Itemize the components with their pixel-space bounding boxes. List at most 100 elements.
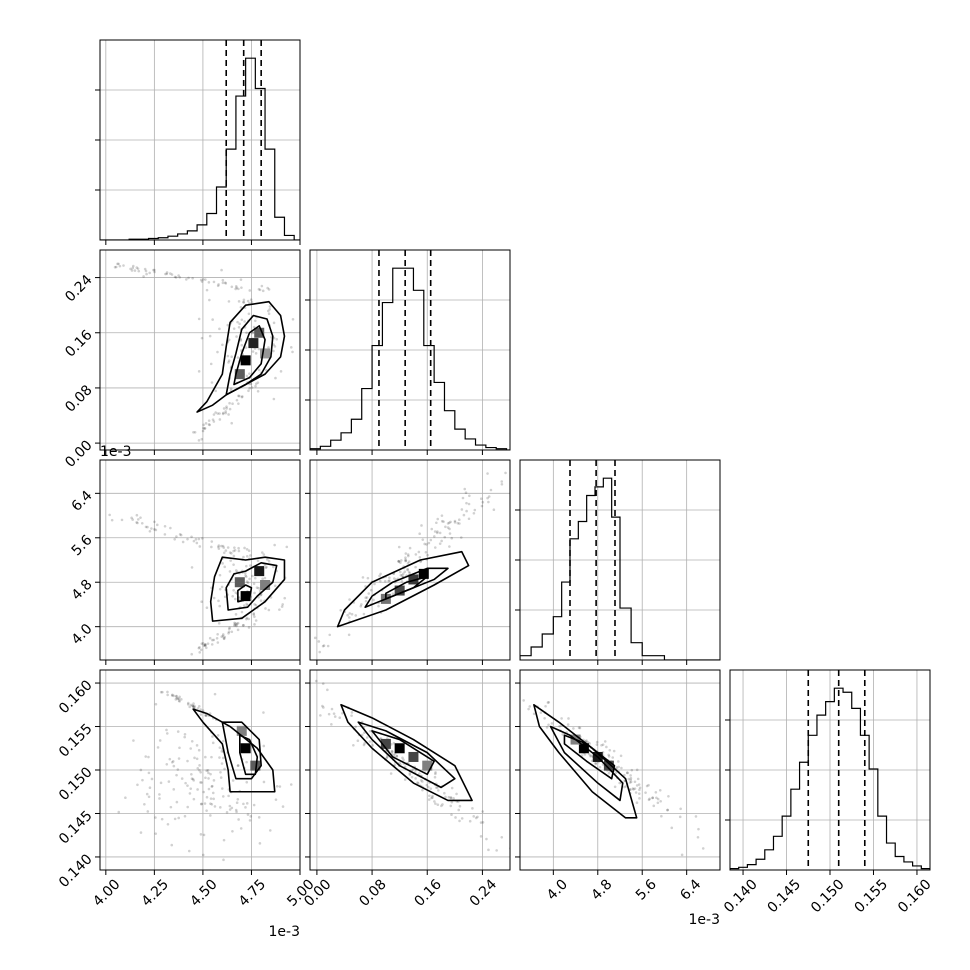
scatter-point (122, 264, 125, 267)
scatter-point (147, 755, 150, 759)
scatter-point (251, 331, 254, 335)
scatter-point (419, 560, 422, 564)
scatter-point (247, 312, 251, 316)
scatter-point (680, 853, 684, 857)
scatter-point (436, 803, 440, 806)
scatter-point (188, 705, 192, 709)
panel-content (520, 460, 720, 660)
scatter-point (199, 708, 202, 711)
scatter-point (573, 901, 576, 904)
scatter-point (216, 734, 220, 737)
scatter-point (200, 280, 204, 283)
scatter-point (212, 420, 216, 423)
scatter-point (227, 631, 230, 635)
scatter-point (204, 714, 207, 717)
scatter-point (458, 522, 461, 525)
scatter-point (630, 768, 634, 772)
scatter-point (174, 276, 178, 279)
scatter-point (177, 274, 180, 277)
scatter-point (566, 723, 570, 726)
scatter-point (489, 488, 493, 492)
scatter-point (211, 318, 214, 321)
scatter-point (539, 711, 543, 714)
scatter-point (636, 777, 640, 781)
axes-frame (309, 249, 511, 451)
scatter-point (209, 797, 213, 800)
scatter-point (418, 555, 422, 559)
scatter-point (153, 528, 156, 531)
scatter-point (236, 621, 240, 625)
scatter-point (398, 761, 401, 765)
scatter-point (252, 803, 256, 807)
scatter-point (207, 777, 210, 780)
scatter-point (544, 704, 547, 708)
scatter-point (233, 623, 237, 626)
scatter-point (133, 269, 137, 272)
scatter-point (240, 610, 244, 614)
y-tick-label: 0.155 (56, 721, 96, 761)
scatter-point (433, 530, 437, 533)
scatter-point (231, 594, 234, 598)
scatter-point (256, 381, 260, 384)
scatter-point (153, 520, 156, 524)
scatter-point (139, 831, 143, 834)
scatter-point (400, 580, 404, 583)
scatter-point (500, 480, 504, 483)
scatter-point (527, 462, 530, 465)
scatter-point (254, 382, 258, 386)
scatter-point (338, 716, 342, 719)
scatter-point (219, 770, 222, 774)
scatter-point (294, 657, 297, 660)
scatter-point (253, 623, 256, 626)
x-tick-label: 4.8 (588, 876, 615, 903)
scatter-point (176, 730, 180, 733)
scatter-point (202, 426, 205, 430)
scatter-point (317, 640, 321, 643)
scatter-point (174, 698, 178, 701)
scatter-point (588, 742, 591, 745)
scatter-point (450, 813, 453, 816)
scatter-point (177, 699, 181, 702)
scatter-point (660, 814, 663, 818)
scatter-point (350, 714, 353, 717)
y-tick-label: 5.6 (69, 532, 96, 559)
scatter-point (391, 592, 395, 596)
scatter-point (615, 766, 619, 769)
scatter-point (235, 622, 239, 626)
scatter-point (652, 804, 656, 808)
scatter-point (401, 756, 404, 760)
scatter-point (228, 401, 231, 405)
scatter-point (130, 516, 133, 520)
scatter-point (416, 781, 419, 784)
density-cell (394, 743, 405, 754)
scatter-point (402, 758, 405, 762)
panel-content (100, 670, 300, 870)
scatter-point (242, 555, 245, 559)
scatter-point (226, 546, 230, 549)
scatter-point (273, 345, 277, 348)
scatter-point (187, 849, 191, 853)
scatter-point (245, 554, 249, 558)
scatter-point (424, 550, 428, 554)
scatter-point (190, 739, 194, 743)
scatter-point (468, 819, 472, 823)
scatter-point (414, 777, 417, 780)
y-tick-label: 0.160 (56, 677, 96, 717)
scatter-point (234, 569, 238, 572)
scatter-point (479, 497, 483, 501)
scatter-point (419, 779, 423, 782)
scatter-point (207, 423, 211, 426)
scatter-point (247, 617, 250, 621)
x-tick-label: 0.24 (467, 876, 500, 909)
contour-line (336, 550, 470, 628)
contour-line (239, 734, 259, 776)
scatter-point (638, 797, 641, 800)
scatter-point (504, 471, 507, 475)
scatter-point (198, 545, 202, 548)
scatter-point (417, 550, 421, 554)
scatter-point (208, 423, 211, 427)
scatter-point (229, 559, 232, 562)
scatter-point (210, 785, 214, 788)
scatter-point (457, 518, 461, 521)
scatter-point (228, 804, 232, 808)
